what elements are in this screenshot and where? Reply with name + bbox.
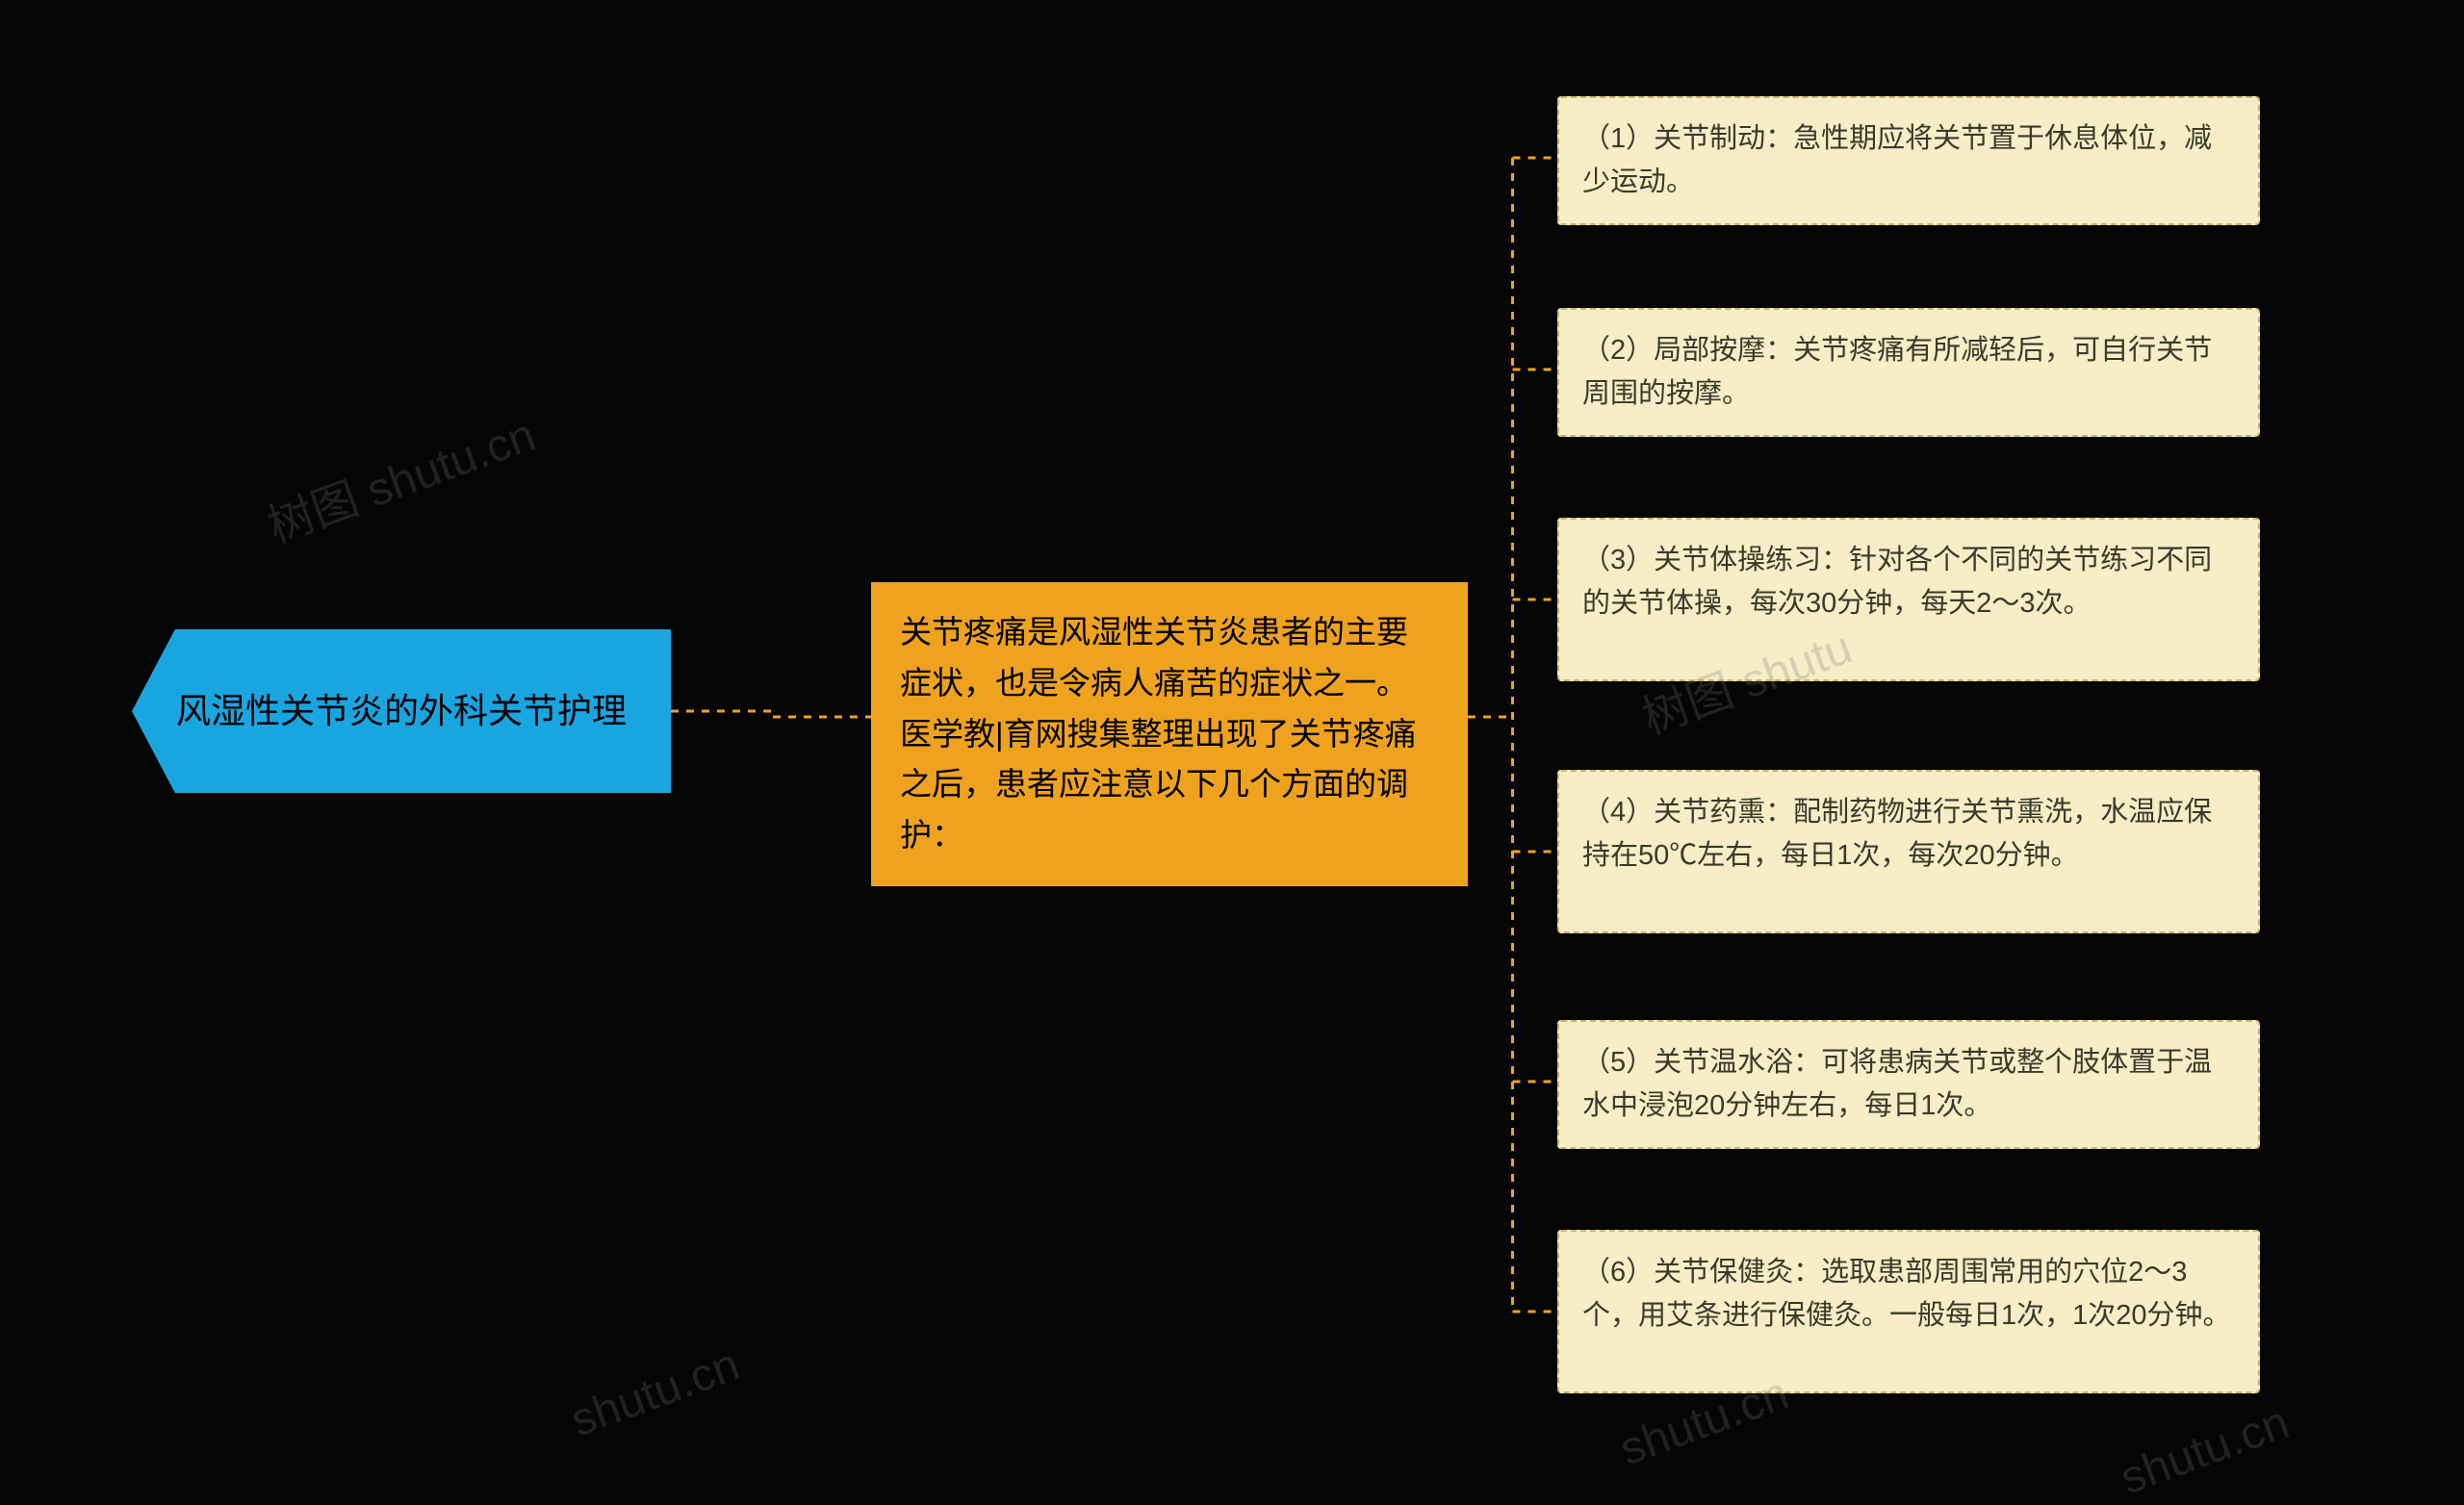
leaf-text-3: （3）关节体操练习：针对各个不同的关节练习不同的关节体操，每次30分钟，每天2～… (1582, 545, 2212, 619)
leaf-node-5: （5）关节温水浴：可将患病关节或整个肢体置于温水中浸泡20分钟左右，每日1次。 (1557, 1020, 2260, 1149)
leaf-text-5: （5）关节温水浴：可将患病关节或整个肢体置于温水中浸泡20分钟左右，每日1次。 (1582, 1047, 2212, 1121)
leaf-node-2: （2）局部按摩：关节疼痛有所减轻后，可自行关节周围的按摩。 (1557, 308, 2260, 437)
watermark: 树图 shutu.cn (257, 396, 543, 555)
watermark: shutu.cn (2114, 1396, 2296, 1505)
diagram-canvas: 风湿性关节炎的外科关节护理 关节疼痛是风湿性关节炎患者的主要症状，也是令病人痛苦… (0, 0, 2464, 1440)
mid-text: 关节疼痛是风湿性关节炎患者的主要症状，也是令病人痛苦的症状之一。医学教|育网搜集… (900, 614, 1417, 853)
leaf-node-6: （6）关节保健灸：选取患部周围常用的穴位2～3个，用艾条进行保健灸。一般每日1次… (1557, 1230, 2260, 1393)
leaf-node-3: （3）关节体操练习：针对各个不同的关节练习不同的关节体操，每次30分钟，每天2～… (1557, 518, 2260, 681)
leaf-text-1: （1）关节制动：急性期应将关节置于休息体位，减少运动。 (1582, 123, 2212, 197)
mid-node: 关节疼痛是风湿性关节炎患者的主要症状，也是令病人痛苦的症状之一。医学教|育网搜集… (871, 582, 1468, 886)
leaf-text-2: （2）局部按摩：关节疼痛有所减轻后，可自行关节周围的按摩。 (1582, 335, 2212, 409)
leaf-node-4: （4）关节药熏：配制药物进行关节熏洗，水温应保持在50℃左右，每日1次，每次20… (1557, 770, 2260, 933)
root-node: 风湿性关节炎的外科关节护理 (132, 629, 671, 793)
leaf-text-4: （4）关节药熏：配制药物进行关节熏洗，水温应保持在50℃左右，每日1次，每次20… (1582, 797, 2212, 871)
root-text: 风湿性关节炎的外科关节护理 (176, 685, 627, 737)
watermark: shutu.cn (564, 1339, 746, 1448)
leaf-text-6: （6）关节保健灸：选取患部周围常用的穴位2～3个，用艾条进行保健灸。一般每日1次… (1582, 1257, 2231, 1331)
leaf-node-1: （1）关节制动：急性期应将关节置于休息体位，减少运动。 (1557, 96, 2260, 225)
